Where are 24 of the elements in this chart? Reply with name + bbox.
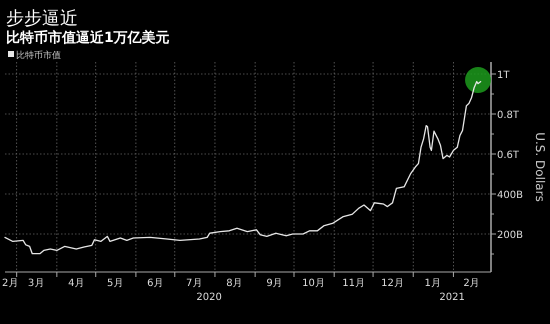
x-tick-label: 1月: [424, 278, 441, 289]
y-tick-label: 0.8T: [497, 110, 520, 121]
y-axis-title: U.S. Dollars: [533, 132, 547, 202]
x-tick-label: 2月: [463, 278, 480, 289]
y-tick-label: 0.6T: [497, 150, 520, 161]
text: 2020: [196, 292, 222, 303]
x-tick-label: 10月: [302, 278, 325, 289]
text: 2021: [439, 292, 465, 303]
x-tick-label: 6月: [147, 278, 164, 289]
x-tick-label: 4月: [68, 278, 84, 289]
x-tick-label: 7月: [186, 278, 202, 289]
chart-title: 步步逼近: [6, 8, 78, 29]
y-tick-label: 1T: [497, 70, 510, 81]
x-tick-label: 2月: [2, 278, 18, 289]
legend-label: 比特币市值: [16, 50, 61, 61]
x-tick-label: 11月: [342, 278, 365, 289]
x-tick-label: 8月: [226, 278, 243, 289]
x-tick-label: 9月: [266, 278, 283, 289]
y-tick-label: 400B: [497, 190, 524, 201]
chart-subtitle: 比特币市值逼近1万亿美元: [6, 29, 170, 46]
x-tick-label: 12月: [381, 278, 404, 289]
x-tick-label: 5月: [106, 278, 124, 289]
y-tick-label: 200B: [497, 230, 524, 241]
x-tick-label: 3月: [28, 278, 44, 289]
